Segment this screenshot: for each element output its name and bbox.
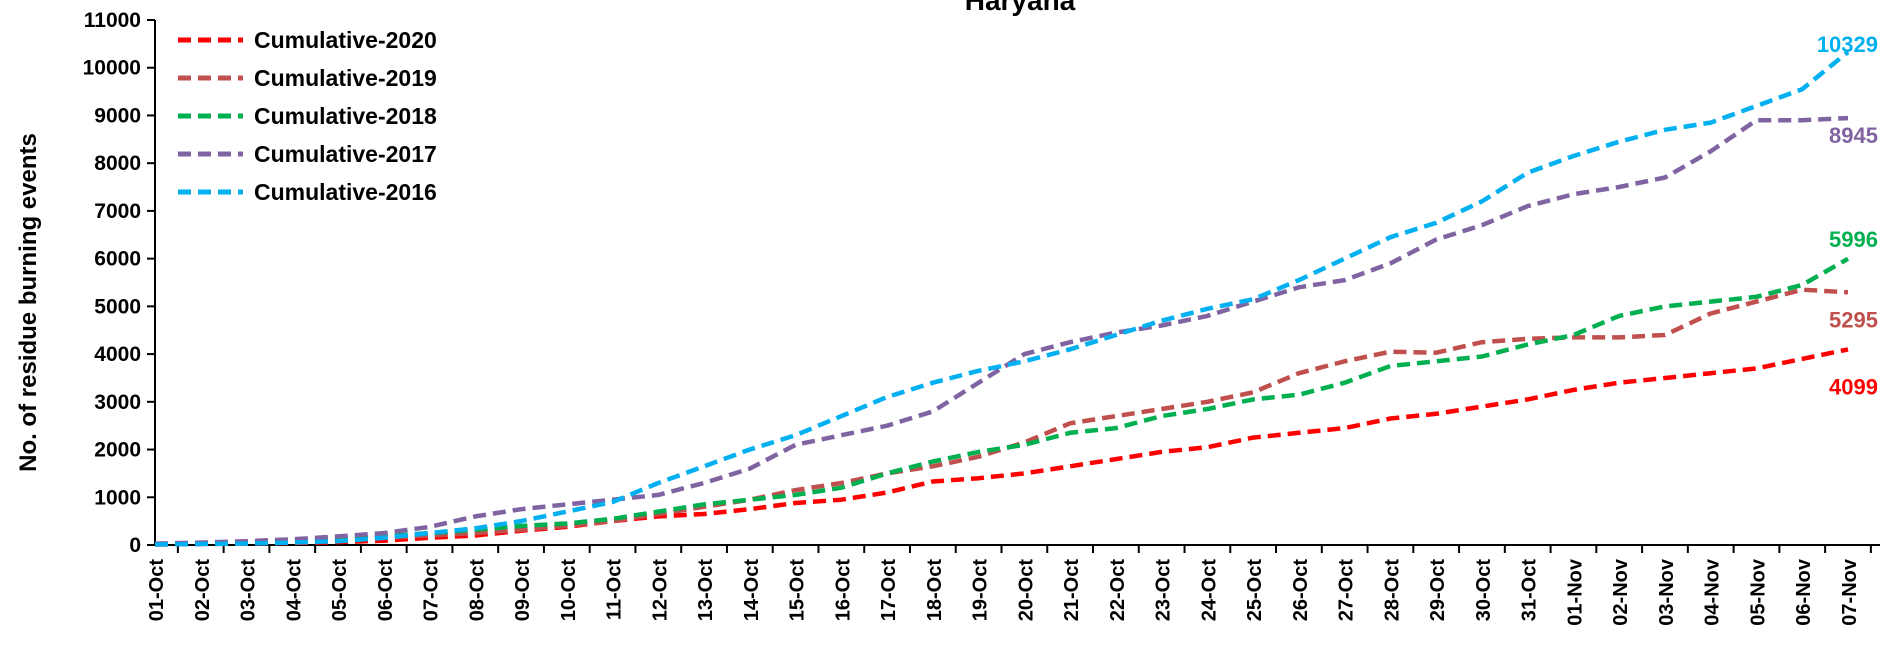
x-tick-label: 27-Oct: [1336, 559, 1358, 622]
x-tick-label: 05-Oct: [329, 559, 351, 622]
x-tick-label: 25-Oct: [1244, 559, 1266, 622]
x-tick-label: 04-Nov: [1702, 558, 1724, 626]
x-tick-label: 14-Oct: [741, 559, 763, 622]
series-line-cumulative-2017: [154, 115, 1849, 546]
legend-label: Cumulative-2016: [254, 179, 437, 205]
x-tick-label: 05-Nov: [1747, 558, 1769, 626]
x-tick-label: 17-Oct: [878, 559, 900, 622]
x-tick-label: 21-Oct: [1061, 559, 1083, 622]
x-tick-label: 31-Oct: [1519, 559, 1541, 622]
x-tick-label: 20-Oct: [1015, 559, 1037, 622]
y-tick-label: 0: [129, 534, 141, 557]
x-tick-label: 04-Oct: [283, 559, 305, 622]
y-tick-label: 5000: [94, 295, 141, 318]
series-line-cumulative-2018: [154, 256, 1850, 547]
y-tick-label: 6000: [94, 248, 141, 271]
x-tick-label: 29-Oct: [1427, 559, 1449, 622]
legend: Cumulative-2020 Cumulative-2019 Cumulative…: [178, 27, 437, 205]
series-line-cumulative-2016: [154, 50, 1850, 547]
legend-label: Cumulative-2018: [254, 103, 437, 129]
end-value-label: 8945: [1829, 123, 1878, 148]
y-tick-label: 10000: [83, 57, 141, 80]
x-tick-label: 07-Nov: [1839, 558, 1861, 626]
x-tick-label: 08-Oct: [466, 559, 488, 622]
series-line-cumulative-2019: [154, 287, 1849, 547]
y-tick-label: 8000: [94, 152, 141, 175]
series-line-cumulative-2020: [154, 347, 1849, 547]
x-tick-label: 01-Nov: [1564, 558, 1586, 626]
y-tick-label: 3000: [94, 391, 141, 414]
x-tick-label: 24-Oct: [1198, 559, 1220, 622]
legend-label: Cumulative-2017: [254, 141, 437, 167]
x-tick-label: 06-Oct: [375, 559, 397, 622]
x-tick-label: 16-Oct: [832, 559, 854, 622]
legend-label: Cumulative-2019: [254, 65, 437, 91]
plot-area: Haryana No. of residue burning events 0 100…: [15, 0, 1880, 626]
y-tick-label: 2000: [94, 439, 141, 462]
y-tick-label: 1000: [94, 486, 141, 509]
y-tick-label: 4000: [94, 343, 141, 366]
x-tick-label: 02-Oct: [192, 559, 214, 622]
end-value-label: 5295: [1829, 307, 1878, 332]
x-tick-label: 23-Oct: [1153, 559, 1175, 622]
y-tick-label: 11000: [84, 9, 141, 32]
x-tick-label: 30-Oct: [1473, 559, 1495, 622]
x-tick-label: 15-Oct: [787, 559, 809, 622]
x-tick-label: 06-Nov: [1793, 558, 1815, 626]
end-value-label: 5996: [1829, 227, 1878, 252]
legend-label: Cumulative-2020: [254, 27, 437, 53]
x-tick-label: 28-Oct: [1381, 559, 1403, 622]
x-tick-label: 11-Oct: [604, 559, 626, 620]
x-tick-label: 03-Nov: [1656, 558, 1678, 626]
x-tick-label: 19-Oct: [970, 559, 992, 622]
end-value-label: 10329: [1817, 32, 1878, 57]
x-tick-label: 26-Oct: [1290, 559, 1312, 622]
y-tick-label: 9000: [94, 104, 141, 127]
x-tick-label: 12-Oct: [649, 559, 671, 622]
y-tick-label: 7000: [94, 200, 141, 223]
x-tick-label: 02-Nov: [1610, 558, 1632, 626]
chart-title: Haryana: [965, 0, 1076, 16]
x-tick-label: 01-Oct: [146, 559, 168, 622]
y-axis-title: No. of residue burning events: [15, 133, 42, 472]
x-tick-label: 09-Oct: [512, 559, 534, 622]
x-tick-label: 18-Oct: [924, 559, 946, 622]
x-tick-label: 10-Oct: [558, 559, 580, 622]
x-tick-label: 07-Oct: [421, 559, 443, 622]
x-tick-label: 22-Oct: [1107, 559, 1129, 622]
end-value-label: 4099: [1829, 374, 1878, 399]
x-tick-label: 03-Oct: [238, 559, 260, 622]
x-tick-label: 13-Oct: [695, 559, 717, 622]
